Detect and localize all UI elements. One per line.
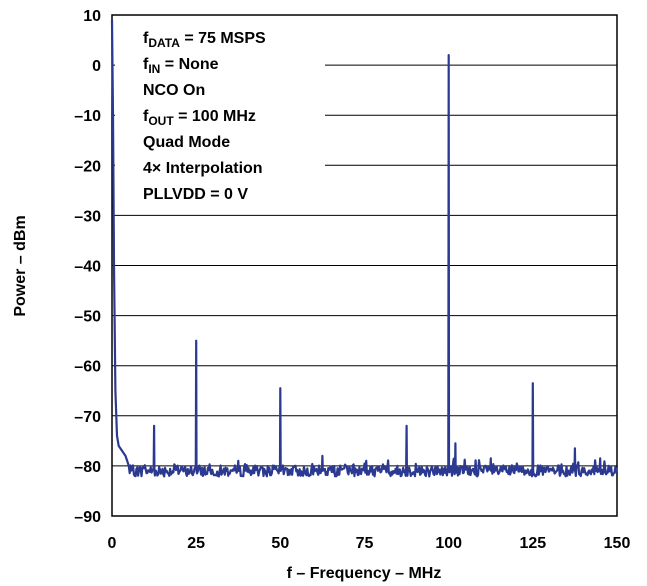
y-tick-label: –90 [74,509,101,526]
x-tick-labels: 0 25 50 75 100 125 150 [108,535,631,552]
x-tick-label: 150 [604,535,631,552]
annotation-backdrop [115,18,325,213]
annotation-line: fDATA = 75 MSPS [143,30,266,50]
annotation-line: Quad Mode [143,134,230,151]
x-tick-label: 125 [519,535,546,552]
y-tick-label: –50 [74,309,101,326]
y-tick-label: –10 [74,108,101,125]
spectrum-line [110,19,619,478]
y-tick-label: –20 [74,158,101,175]
annotation-block: fDATA = 75 MSPS fIN = None NCO On fOUT = 10… [143,30,266,203]
x-tick-label: 0 [108,535,117,552]
x-tick-label: 50 [271,535,289,552]
y-tick-label: 10 [83,8,101,25]
y-tick-label: –80 [74,459,101,476]
y-tick-label: 0 [92,58,101,75]
x-axis-label: f – Frequency – MHz [287,565,442,582]
y-tick-label: –40 [74,259,101,276]
y-tick-labels: 10 0 –10 –20 –30 –40 –50 –60 –70 –80 –90 [74,8,101,526]
annotation-line: fOUT = 100 MHz [143,108,256,128]
annotation-line: 4× Interpolation [143,160,263,177]
x-tick-label: 100 [435,535,462,552]
x-tick-label: 25 [187,535,205,552]
annotation-line: PLLVDD = 0 V [143,186,248,203]
annotation-line: NCO On [143,82,205,99]
y-axis-label: Power – dBm [12,215,29,316]
y-tick-label: –30 [74,208,101,225]
y-tick-label: –60 [74,359,101,376]
x-tick-label: 75 [356,535,374,552]
y-tick-label: –70 [74,409,101,426]
annotation-line: fIN = None [143,56,219,76]
